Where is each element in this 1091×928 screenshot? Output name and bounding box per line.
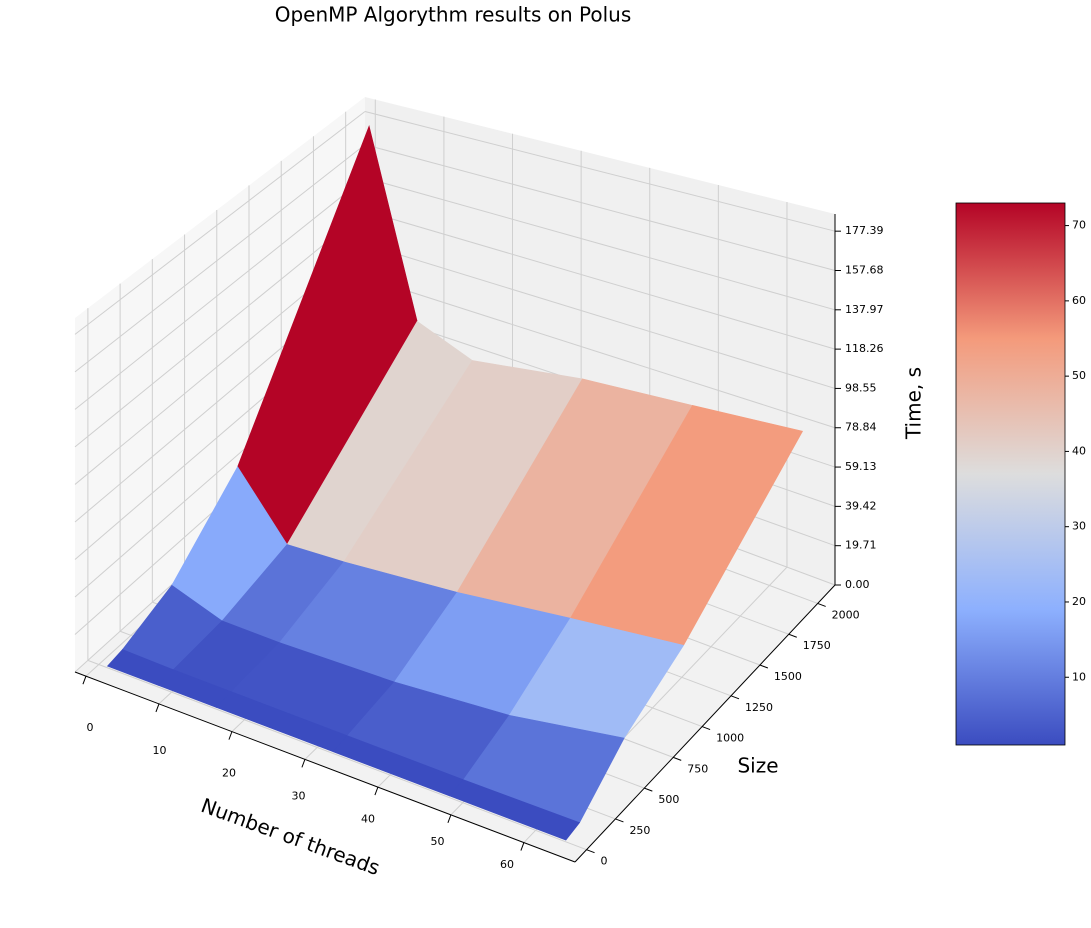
- y-tick-label: 2000: [832, 608, 860, 621]
- z-tick-label: 39.42: [845, 499, 877, 512]
- x-axis-line: [74, 671, 576, 863]
- grid-line: [364, 111, 836, 232]
- surface-facet: [448, 779, 581, 841]
- y-axis-label: Size: [737, 754, 778, 778]
- x-tick-label: 60: [500, 858, 514, 871]
- y-axis-line: [574, 584, 836, 863]
- colorbar-tick-label: 40: [1072, 444, 1086, 457]
- tick-mark: [520, 842, 525, 851]
- colorbar-tick-label: 60: [1072, 294, 1086, 307]
- x-axis-label: Number of threads: [198, 793, 383, 880]
- z-tick-label: 157.68: [845, 263, 884, 276]
- x-tick-label: 10: [153, 744, 167, 757]
- chart-title: OpenMP Algorythm results on Polus: [275, 3, 632, 27]
- colorbar-tick-label: 50: [1072, 369, 1086, 382]
- tick-mark: [374, 786, 379, 796]
- z-tick-label: 59.13: [845, 460, 877, 473]
- tick-mark: [228, 731, 233, 740]
- z-tick-label: 19.71: [845, 539, 877, 552]
- y-tick-label: 1750: [803, 639, 831, 652]
- tick-mark: [730, 695, 740, 700]
- tick-mark: [759, 664, 769, 669]
- tick-mark: [817, 602, 826, 607]
- tick-mark: [447, 814, 452, 824]
- x-tick-label: 40: [361, 812, 375, 825]
- z-tick-label: 78.84: [845, 421, 877, 434]
- grid-line: [74, 144, 366, 373]
- x-tick-label: 30: [292, 790, 306, 803]
- grid-line: [74, 210, 366, 448]
- y-tick-label: 1000: [716, 732, 744, 745]
- tick-mark: [615, 818, 624, 823]
- grid-line: [87, 659, 587, 851]
- y-tick-label: 250: [629, 824, 650, 837]
- colorbar-tick-label: 20: [1072, 595, 1086, 608]
- tick-mark: [155, 703, 160, 713]
- z-tick-label: 137.97: [845, 303, 884, 316]
- z-tick-label: 177.39: [845, 224, 884, 237]
- tick-mark: [586, 849, 595, 854]
- y-tick-label: 0: [601, 855, 608, 868]
- y-tick-label: 750: [687, 762, 708, 775]
- y-tick-label: 500: [658, 793, 679, 806]
- colorbar: [955, 202, 1066, 746]
- grid-line: [364, 144, 836, 271]
- tick-mark: [788, 633, 797, 638]
- colorbar-tick-label: 10: [1072, 670, 1086, 683]
- grid-line: [364, 276, 836, 429]
- x-tick-label: 0: [87, 721, 94, 734]
- tick-mark: [301, 759, 306, 768]
- z-tick-label: 118.26: [845, 342, 884, 355]
- grid-line: [74, 177, 366, 410]
- x-tick-label: 20: [222, 767, 236, 780]
- tick-mark: [673, 756, 682, 761]
- tick-mark: [82, 675, 87, 685]
- tick-mark: [701, 726, 711, 731]
- tick-mark: [644, 787, 653, 792]
- colorbar-tick-label: 30: [1072, 520, 1086, 533]
- grid-line: [364, 243, 836, 389]
- grid-line: [364, 210, 836, 350]
- z-tick-label: 0.00: [845, 578, 870, 591]
- left-pane: [75, 97, 365, 672]
- y-tick-label: 1250: [745, 701, 773, 714]
- z-axis-label: Time, s: [902, 367, 926, 440]
- grid-line: [364, 177, 836, 311]
- grid-line: [74, 111, 366, 335]
- z-tick-label: 98.55: [845, 381, 877, 394]
- y-tick-label: 1500: [774, 670, 802, 683]
- x-tick-label: 50: [431, 835, 445, 848]
- colorbar-tick-label: 70: [1072, 219, 1086, 232]
